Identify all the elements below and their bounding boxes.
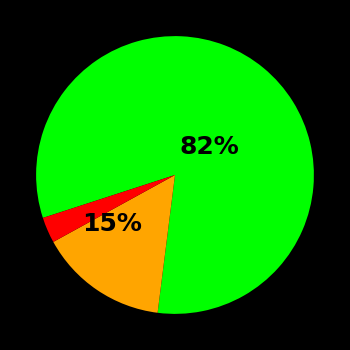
Wedge shape: [53, 175, 175, 313]
Text: 15%: 15%: [83, 212, 142, 236]
Wedge shape: [43, 175, 175, 242]
Wedge shape: [36, 36, 314, 314]
Text: 82%: 82%: [180, 135, 240, 159]
